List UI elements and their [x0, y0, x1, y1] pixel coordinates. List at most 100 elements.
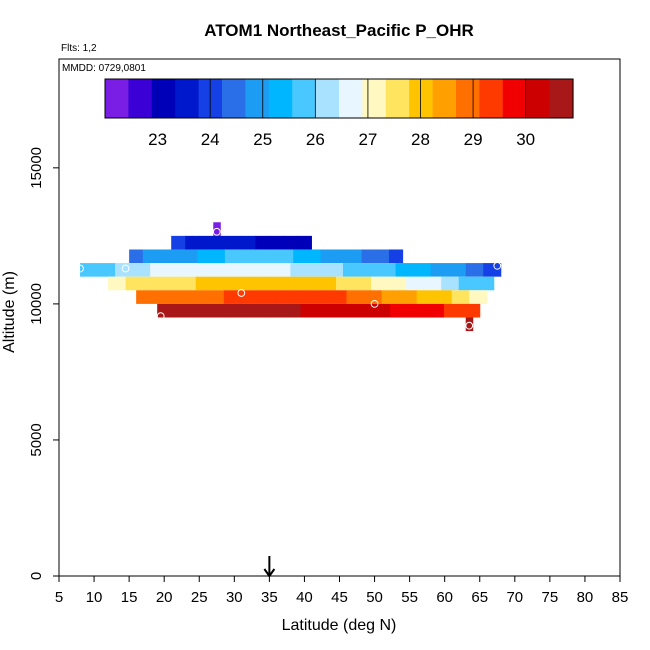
colorbar: 23 24 25 26 27 28 29 30 — [104, 78, 574, 149]
y-tick-label: 10000 — [28, 283, 45, 325]
data-cell — [188, 290, 207, 304]
data-cell — [360, 263, 379, 277]
colorbar-cell — [495, 79, 504, 118]
data-cell — [175, 303, 194, 318]
colorbar-frame — [104, 78, 574, 119]
colorbar-cell — [502, 79, 512, 118]
data-cell — [423, 276, 442, 291]
data-cell — [193, 303, 212, 318]
sample-point — [465, 321, 474, 330]
colorbar-cell — [432, 79, 441, 118]
data-cell — [300, 276, 319, 291]
colorbar-cell — [557, 79, 566, 118]
data-cell — [347, 249, 363, 264]
x-tick-label: 15 — [121, 589, 138, 606]
data-cell — [434, 290, 453, 304]
data-cell — [395, 263, 414, 277]
data-cell — [125, 276, 144, 291]
data-cell — [228, 303, 248, 318]
colorbar-cell — [479, 79, 488, 118]
x-tick-label: 35 — [261, 589, 278, 606]
colorbar-cell — [198, 79, 207, 118]
colorbar-cell — [385, 79, 395, 118]
colorbar-cell — [284, 79, 293, 118]
data-cell — [213, 235, 228, 250]
colorbar-cell — [549, 79, 558, 118]
data-cell — [307, 263, 326, 277]
chart-title: ATOM1 Northeast_Pacific P_OHR — [204, 21, 474, 40]
data-cell — [343, 263, 362, 277]
data-cell — [241, 290, 260, 304]
colorbar-cell — [370, 79, 379, 118]
data-cell — [430, 263, 449, 277]
x-tick-label: 25 — [191, 589, 208, 606]
x-tick-label: 20 — [156, 589, 173, 606]
colorbar-cell — [253, 79, 262, 118]
data-cell — [258, 290, 277, 304]
colorbar-cell — [159, 79, 168, 118]
colorbar-cell — [175, 79, 184, 118]
colorbar-cell — [401, 79, 410, 118]
data-cell — [241, 235, 256, 250]
x-tick-label: 50 — [366, 589, 383, 606]
x-tick-label: 85 — [612, 589, 629, 606]
colorbar-cell — [323, 79, 332, 118]
x-axis-label: Latitude (deg N) — [282, 617, 397, 634]
data-cell — [213, 222, 221, 236]
data-cell — [465, 317, 474, 332]
colorbar-cell — [456, 79, 465, 118]
colorbar-cell — [307, 79, 317, 118]
latitude-marker-arrow — [263, 556, 276, 578]
data-cell — [283, 276, 302, 291]
data-cell — [346, 290, 365, 304]
colorbar-cell — [237, 79, 246, 118]
colorbar-cell — [276, 79, 285, 118]
data-cell — [238, 249, 253, 264]
data-cell — [353, 276, 372, 291]
data-cell — [160, 276, 179, 291]
colorbar-cell — [471, 79, 480, 118]
data-cell — [354, 303, 373, 318]
colorbar-tick-label: 24 — [201, 130, 220, 149]
x-tick-label: 40 — [296, 589, 313, 606]
colorbar-cell — [128, 79, 137, 118]
data-cell — [223, 290, 242, 304]
data-cell — [276, 290, 295, 304]
colorbar-cell — [526, 79, 535, 118]
x-tick-label: 65 — [471, 589, 488, 606]
data-cell — [297, 235, 312, 250]
data-cell — [461, 303, 481, 318]
data-cell — [388, 276, 407, 291]
colorbar-cell — [112, 79, 122, 118]
data-cell — [220, 263, 239, 277]
sample-point — [212, 227, 221, 236]
colorbar-cell — [120, 79, 129, 118]
colorbar-tick-label: 27 — [358, 130, 377, 149]
x-tick-label: 5 — [55, 589, 63, 606]
colorbar-cell — [229, 79, 239, 118]
x-tick-label: 45 — [331, 589, 348, 606]
data-cell — [150, 263, 169, 277]
data-cell — [282, 303, 302, 318]
data-cell — [375, 249, 390, 264]
colorbar-tick-label: 28 — [411, 130, 430, 149]
data-cell — [199, 235, 214, 250]
y-axis-label: Altitude (m) — [1, 271, 18, 353]
colorbar-cell — [354, 79, 363, 118]
colorbar-cell — [261, 79, 270, 118]
data-cell — [311, 290, 330, 304]
data-cell — [306, 249, 322, 264]
data-cell — [171, 235, 186, 250]
data-cell — [272, 263, 291, 277]
data-cell — [136, 290, 155, 304]
colorbar-cell — [245, 79, 254, 118]
data-cell — [211, 249, 226, 264]
data-cell — [237, 263, 256, 277]
colorbar-cell — [565, 79, 574, 118]
data-cell — [325, 263, 344, 277]
data-cell — [153, 290, 172, 304]
data-cell — [129, 249, 144, 264]
data-cell — [213, 276, 232, 291]
colorbar-cell — [378, 79, 387, 118]
